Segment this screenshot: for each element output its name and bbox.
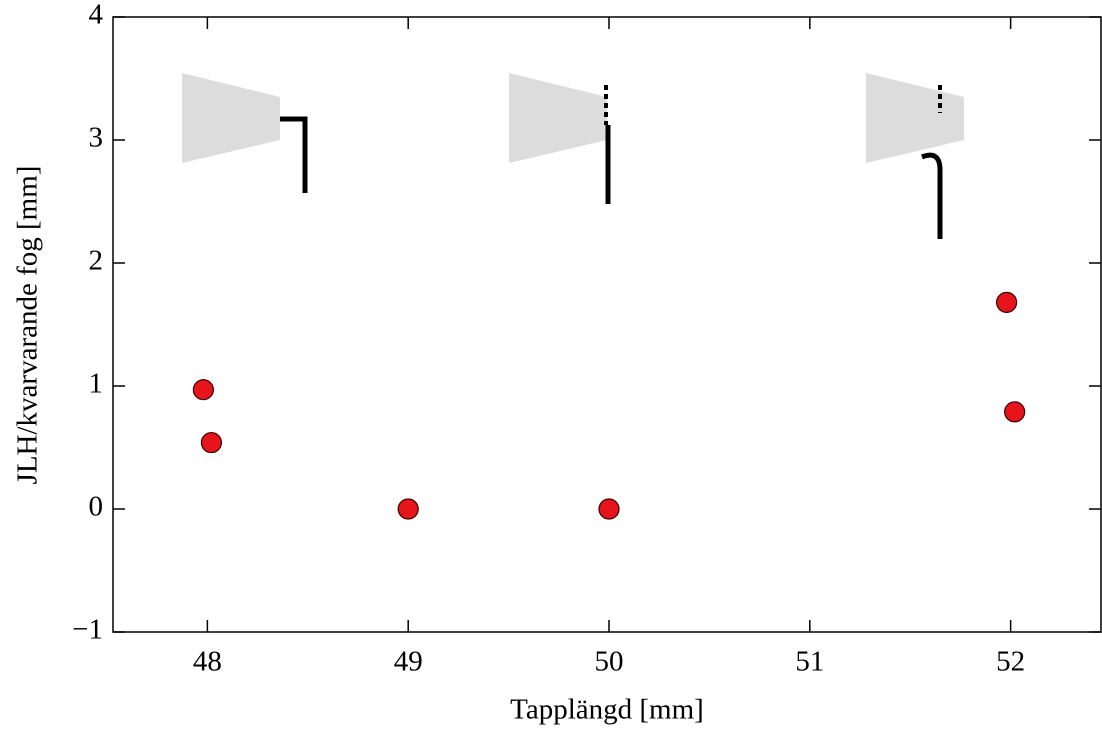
point [192, 379, 214, 401]
x-tick-label: 52 [996, 646, 1025, 678]
x-tick-label: 51 [795, 646, 824, 678]
y-tick-label: 3 [89, 122, 104, 154]
point [397, 498, 419, 520]
point [1004, 401, 1026, 423]
icon-line [921, 152, 943, 239]
y-tick-label: 0 [89, 491, 104, 523]
y-tick-label: −1 [72, 614, 103, 646]
icon-line [280, 116, 308, 193]
point [200, 431, 222, 454]
x-axis-label: Tapplängd [mm] [510, 694, 704, 726]
y-tick-label: 4 [89, 0, 104, 31]
y-tick-label: 1 [89, 368, 104, 400]
point [996, 291, 1018, 313]
icon-shape [182, 73, 280, 163]
point [598, 498, 620, 520]
icons [182, 73, 964, 239]
x-tick-label: 49 [394, 646, 423, 678]
plot-frame [112, 16, 1102, 633]
icon-shape [509, 73, 607, 163]
x-tick-label: 48 [193, 646, 222, 678]
x-tick-label: 50 [595, 646, 624, 678]
y-axis-label: JLH/kvarvarande fog [mm] [12, 166, 44, 485]
y-tick-label: 2 [89, 245, 104, 277]
icon-shape [866, 73, 964, 163]
